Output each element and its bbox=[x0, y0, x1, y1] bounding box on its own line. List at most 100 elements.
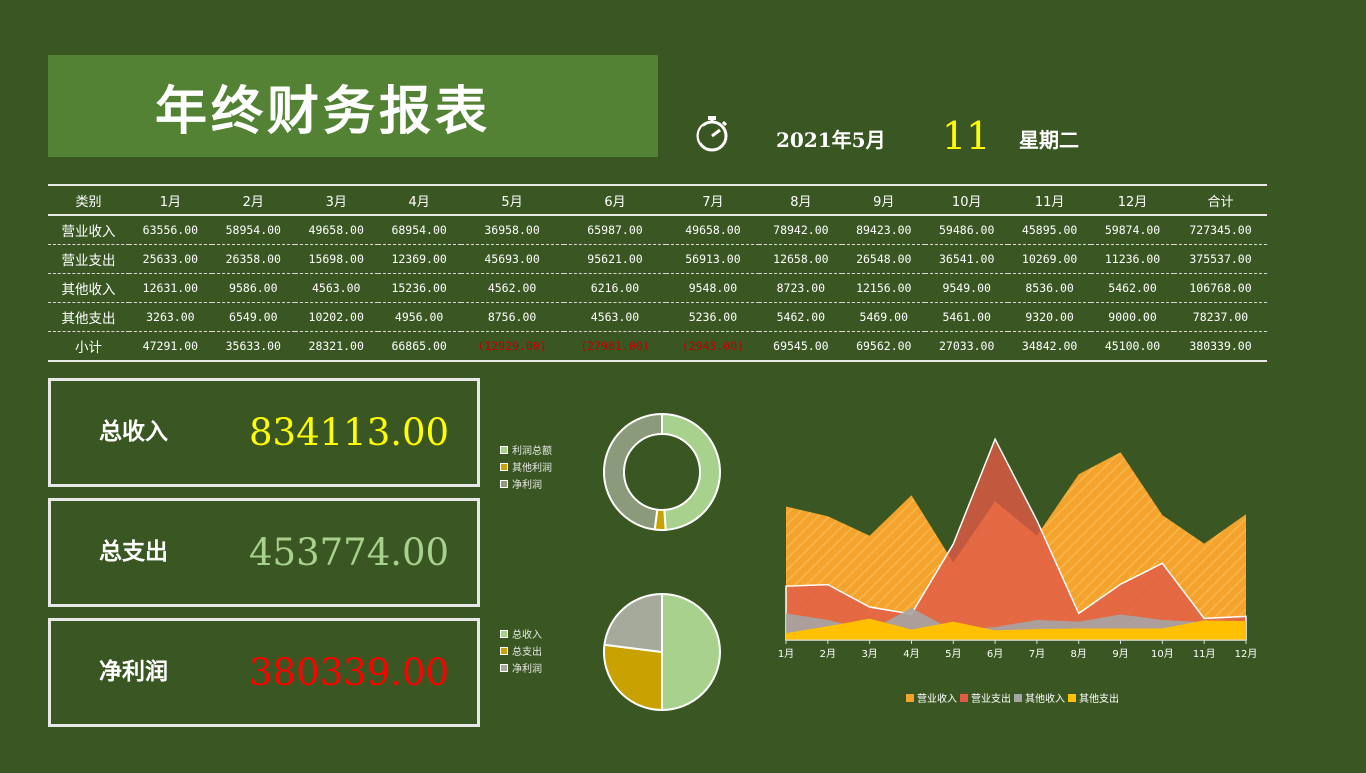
table-cell: 47291.00 bbox=[128, 331, 212, 361]
legend-swatch bbox=[500, 445, 508, 454]
finance-table: 类别 1月 2月 3月 4月 5月 6月 7月 8月 9月 10月 11月 12月 合计 营业收入 6355… bbox=[48, 184, 1267, 362]
column-header: 5月 bbox=[460, 185, 564, 216]
table-cell: 15698.00 bbox=[294, 244, 378, 274]
legend-swatch bbox=[500, 462, 508, 471]
x-tick-label: 1月 bbox=[778, 648, 794, 660]
legend-label: 营业支出 bbox=[971, 692, 1011, 705]
table-cell: 49658.00 bbox=[685, 223, 741, 237]
column-header: 12月 bbox=[1091, 185, 1174, 216]
legend-swatch bbox=[1068, 694, 1076, 702]
column-header: 9月 bbox=[842, 185, 926, 216]
legend-label: 其他收入 bbox=[1025, 692, 1065, 705]
kpi-label: 总收入 bbox=[99, 419, 168, 445]
legend-swatch bbox=[500, 629, 508, 638]
table-cell: 8756.00 bbox=[460, 302, 564, 332]
table-cell: 6216.00 bbox=[563, 273, 667, 303]
table-cell: 68954.00 bbox=[391, 223, 447, 237]
x-tick-label: 9月 bbox=[1112, 648, 1128, 660]
table-header-row: 类别 1月 2月 3月 4月 5月 6月 7月 8月 9月 10月 11月 12月 合计 bbox=[48, 185, 1267, 216]
legend-label: 利润总额 bbox=[512, 446, 552, 457]
legend-item: 净利润 bbox=[500, 659, 542, 676]
column-header: 3月 bbox=[294, 185, 378, 216]
table-cell: 5469.00 bbox=[842, 302, 926, 332]
area-series-4 bbox=[786, 618, 1246, 640]
table-cell: 63556.00 bbox=[142, 223, 199, 237]
kpi-net-profit: 净利润 380339.00 bbox=[48, 618, 480, 727]
table-cell: 45100.00 bbox=[1091, 331, 1174, 361]
table-cell: 12658.00 bbox=[759, 244, 843, 274]
legend-item: 利润总额 bbox=[500, 441, 552, 458]
legend-label: 总支出 bbox=[512, 647, 542, 658]
table-cell: 11236.00 bbox=[1091, 244, 1174, 274]
page-title: 年终财务报表 bbox=[154, 81, 491, 142]
table-cell: 34842.00 bbox=[1008, 331, 1092, 361]
kpi-value: 834113.00 bbox=[249, 411, 450, 454]
table-cell: 4563.00 bbox=[294, 273, 378, 303]
table-cell: 59874.00 bbox=[1104, 223, 1161, 237]
table-cell: 45693.00 bbox=[460, 244, 564, 274]
table-cell: 5462.00 bbox=[759, 302, 843, 332]
table-cell: 36958.00 bbox=[484, 223, 540, 237]
table-cell: 27033.00 bbox=[925, 331, 1009, 361]
pie-slice bbox=[603, 643, 663, 712]
table-cell: 9000.00 bbox=[1091, 302, 1174, 332]
column-header: 2月 bbox=[211, 185, 295, 216]
table-row: 营业支出 25633.00 26358.00 15698.00 12369.00 4569… bbox=[48, 244, 1267, 274]
pie-legend: 总收入 总支出 净利润 bbox=[500, 625, 542, 676]
kpi-total-expense: 总支出 453774.00 bbox=[48, 498, 480, 607]
column-header: 6月 bbox=[563, 185, 667, 216]
table-cell: 4956.00 bbox=[377, 302, 461, 332]
table-cell: 5461.00 bbox=[925, 302, 1009, 332]
donut-chart bbox=[603, 412, 721, 531]
table-cell: 5462.00 bbox=[1091, 273, 1174, 303]
table-row: 小计 47291.00 35633.00 28321.00 66865.00 (12929… bbox=[48, 331, 1267, 361]
stopwatch-icon bbox=[696, 116, 728, 152]
row-label: 小计 bbox=[48, 331, 129, 361]
title-banner: 年终财务报表 bbox=[48, 55, 658, 157]
row-label: 其他收入 bbox=[48, 273, 129, 303]
legend-swatch bbox=[500, 663, 508, 672]
column-header: 合计 bbox=[1174, 185, 1267, 216]
pie-slice bbox=[661, 412, 721, 531]
table-cell: 26358.00 bbox=[211, 244, 295, 274]
table-cell: 65987.00 bbox=[587, 223, 643, 237]
legend-swatch bbox=[500, 646, 508, 655]
table-cell: 106768.00 bbox=[1174, 273, 1267, 303]
table-cell: 10269.00 bbox=[1008, 244, 1092, 274]
column-header: 8月 bbox=[759, 185, 843, 216]
table-cell: 3263.00 bbox=[128, 302, 212, 332]
table-cell: (27981.00) bbox=[563, 331, 667, 361]
table-cell: 45895.00 bbox=[1021, 223, 1078, 237]
table-cell: 25633.00 bbox=[128, 244, 212, 274]
column-header: 7月 bbox=[666, 185, 760, 216]
table-cell: 8723.00 bbox=[759, 273, 843, 303]
table-cell: (12929.00) bbox=[460, 331, 564, 361]
table-cell: 4562.00 bbox=[460, 273, 564, 303]
legend-label: 其他支出 bbox=[1079, 692, 1119, 705]
kpi-total-income: 总收入 834113.00 bbox=[48, 378, 480, 487]
row-label: 营业支出 bbox=[48, 244, 129, 274]
legend-label: 净利润 bbox=[512, 664, 542, 675]
table-cell: 5236.00 bbox=[666, 302, 760, 332]
legend-label: 总收入 bbox=[512, 630, 542, 641]
weekday-label: 星期二 bbox=[1019, 128, 1079, 152]
table-cell: 89423.00 bbox=[856, 223, 912, 237]
pie-slice bbox=[603, 412, 663, 531]
table-cell: 375537.00 bbox=[1174, 244, 1267, 274]
x-tick-label: 8月 bbox=[1071, 648, 1087, 660]
table-cell: 10202.00 bbox=[294, 302, 378, 332]
pie-slice bbox=[603, 592, 663, 654]
table-cell: 26548.00 bbox=[842, 244, 926, 274]
table-cell: 9548.00 bbox=[666, 273, 760, 303]
x-tick-label: 11月 bbox=[1193, 648, 1216, 660]
x-tick-label: 3月 bbox=[861, 648, 877, 660]
legend-label: 营业收入 bbox=[917, 692, 957, 705]
table-cell: 59486.00 bbox=[939, 223, 995, 237]
x-tick-label: 6月 bbox=[987, 648, 1003, 660]
kpi-value: 453774.00 bbox=[249, 531, 450, 574]
legend-item: 总收入 bbox=[500, 625, 542, 642]
legend-label: 其他利润 bbox=[512, 463, 552, 474]
pie-chart bbox=[603, 592, 721, 712]
table-cell: 66865.00 bbox=[377, 331, 461, 361]
table-cell: 28321.00 bbox=[294, 331, 378, 361]
